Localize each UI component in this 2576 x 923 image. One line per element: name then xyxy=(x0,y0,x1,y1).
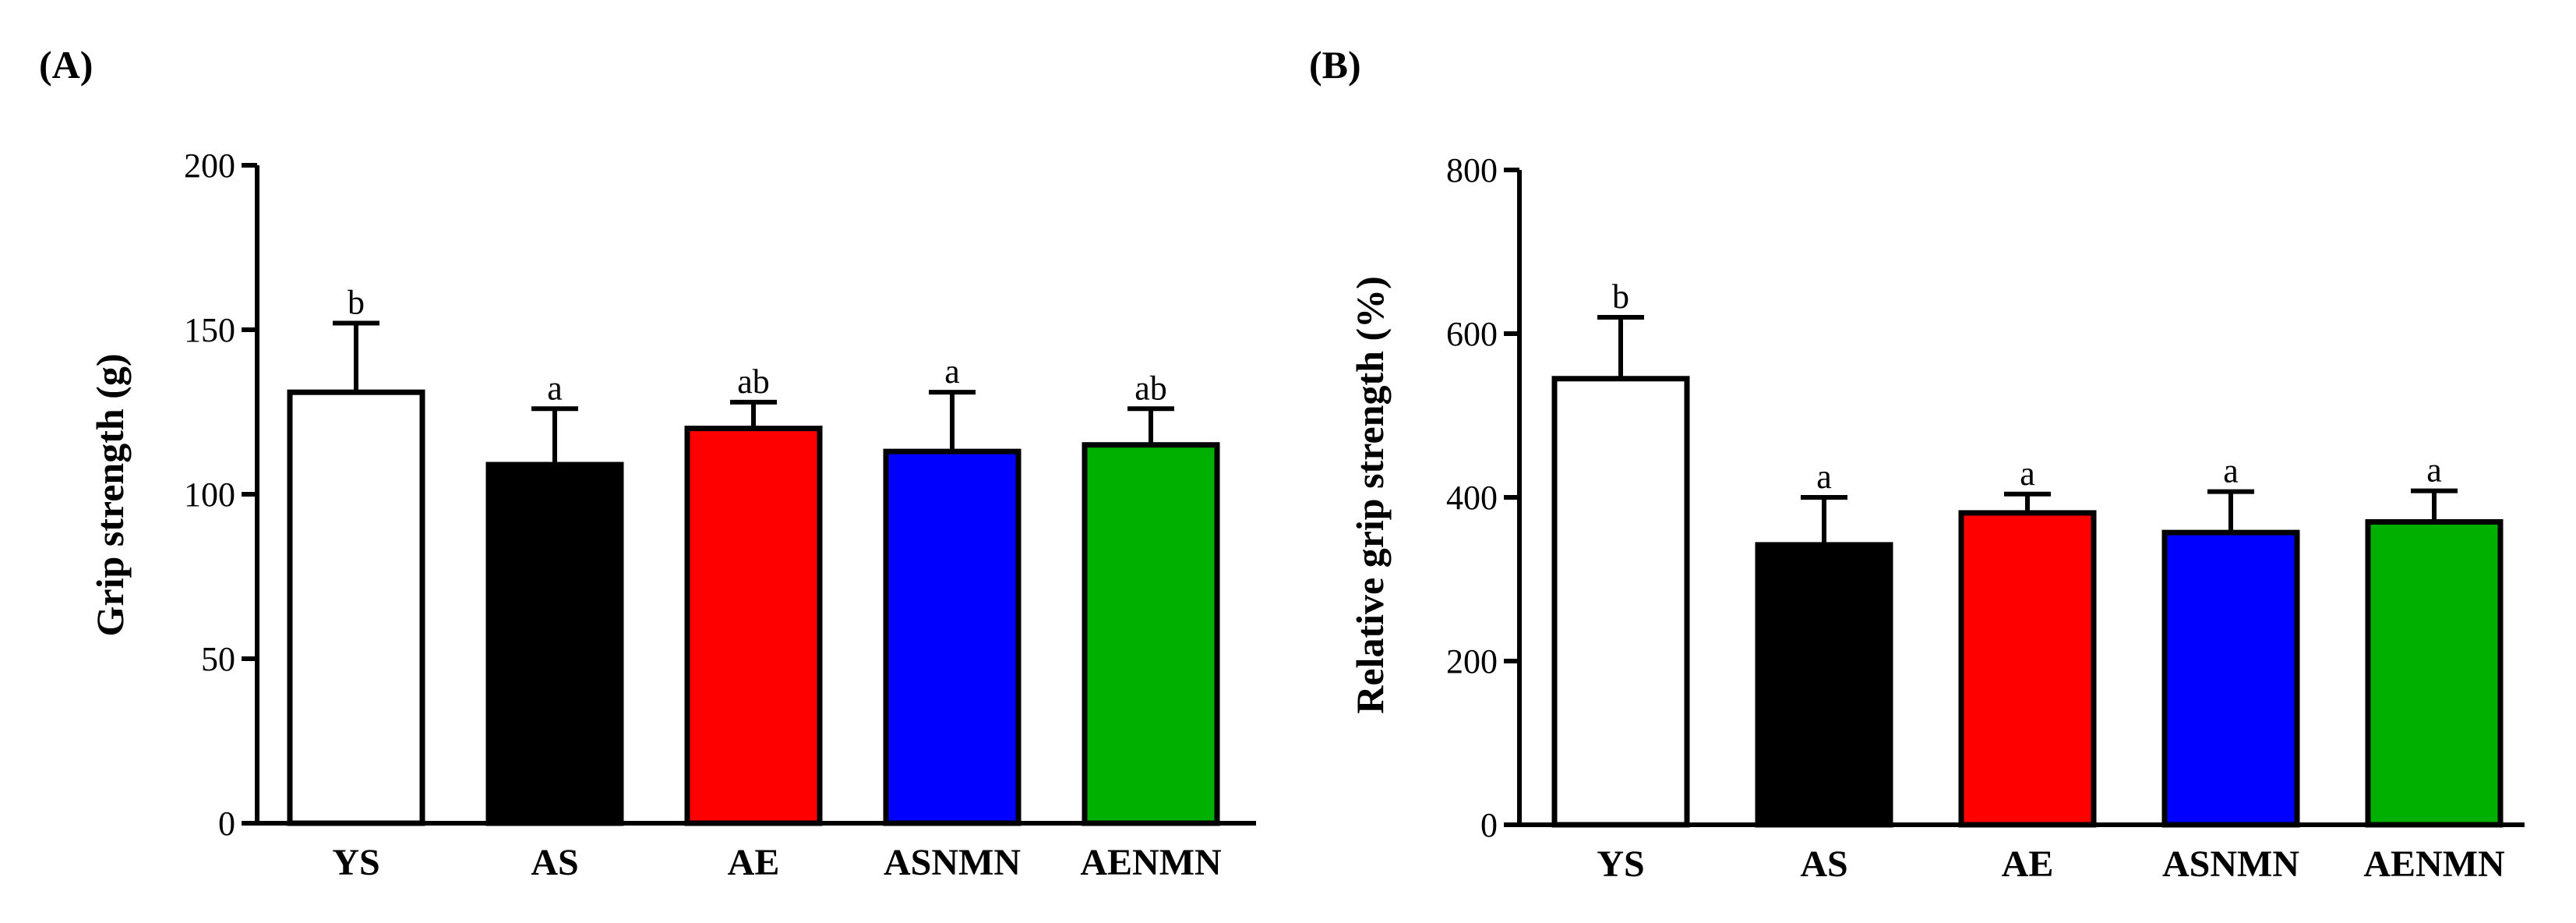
category-labels-a: YS AS AE ASNMN AENMN xyxy=(332,842,1222,883)
chart-panel-a: (A) Grip strength (g) 0 50 100 150 200 b a ab a… xyxy=(39,43,1256,883)
y-tick-label-2: 400 xyxy=(1446,479,1498,517)
y-tick-label-4: 200 xyxy=(184,147,235,185)
bar-asnmn xyxy=(2161,529,2300,828)
y-ticks-b: 0 200 400 600 800 xyxy=(1446,151,1519,844)
bar-asnmn xyxy=(883,448,1022,826)
y-tick-label-0: 0 xyxy=(1480,806,1498,844)
significance-labels-b: b a a a a xyxy=(1612,278,2442,496)
bar-as xyxy=(485,462,624,826)
bar-ys xyxy=(1551,376,1690,828)
panel-label-a: (A) xyxy=(39,43,93,87)
bar-aenmn xyxy=(1082,442,1220,826)
category-label-asnmn: ASNMN xyxy=(884,842,1021,883)
category-label-as: AS xyxy=(531,842,578,883)
y-axis-title-b: Relative grip strength (%) xyxy=(1348,276,1392,713)
category-label-ys: YS xyxy=(1597,843,1644,885)
bars-b xyxy=(1551,376,2504,828)
category-label-ys: YS xyxy=(332,842,379,883)
significance-as: a xyxy=(1816,458,1832,496)
significance-ae: ab xyxy=(737,362,770,401)
y-axis-title-a: Grip strength (g) xyxy=(88,354,132,637)
significance-as: a xyxy=(547,369,563,407)
chart-panel-b: (B) Relative grip strength (%) 0 200 400 60… xyxy=(1309,43,2525,885)
axes-a xyxy=(255,165,1256,826)
significance-asnmn: a xyxy=(2223,452,2239,490)
category-label-ae: AE xyxy=(2002,843,2054,885)
error-bars-b xyxy=(1597,315,2458,545)
y-tick-label-2: 100 xyxy=(184,476,235,514)
axes-b xyxy=(1517,170,2525,827)
y-ticks-a: 0 50 100 150 200 xyxy=(184,147,257,843)
category-labels-b: YS AS AE ASNMN AENMN xyxy=(1597,843,2505,885)
y-tick-label-0: 0 xyxy=(218,805,235,843)
y-tick-label-1: 200 xyxy=(1446,642,1498,681)
error-bars-a xyxy=(333,320,1174,465)
significance-aenmn: ab xyxy=(1134,369,1167,407)
y-tick-label-3: 150 xyxy=(184,311,235,349)
bar-ae xyxy=(684,426,823,826)
y-tick-label-4: 800 xyxy=(1446,151,1498,189)
y-tick-label-3: 600 xyxy=(1446,315,1498,353)
category-label-asnmn: ASNMN xyxy=(2162,843,2299,885)
category-label-ae: AE xyxy=(728,842,780,883)
significance-ae: a xyxy=(2020,454,2035,493)
bars-a xyxy=(287,389,1220,826)
significance-ys: b xyxy=(348,284,365,322)
category-label-aenmn: AENMN xyxy=(2363,843,2505,885)
bar-ys xyxy=(287,389,425,826)
bar-aenmn xyxy=(2365,519,2504,828)
significance-asnmn: a xyxy=(944,352,960,391)
bar-ae xyxy=(1958,510,2097,828)
significance-aenmn: a xyxy=(2426,451,2442,490)
category-label-as: AS xyxy=(1800,843,1847,885)
category-label-aenmn: AENMN xyxy=(1080,842,1222,883)
bar-as xyxy=(1755,542,1893,828)
significance-ys: b xyxy=(1612,278,1629,316)
y-tick-label-1: 50 xyxy=(201,640,235,678)
panel-label-b: (B) xyxy=(1309,43,1361,87)
significance-labels-a: b a ab a ab xyxy=(348,284,1167,408)
